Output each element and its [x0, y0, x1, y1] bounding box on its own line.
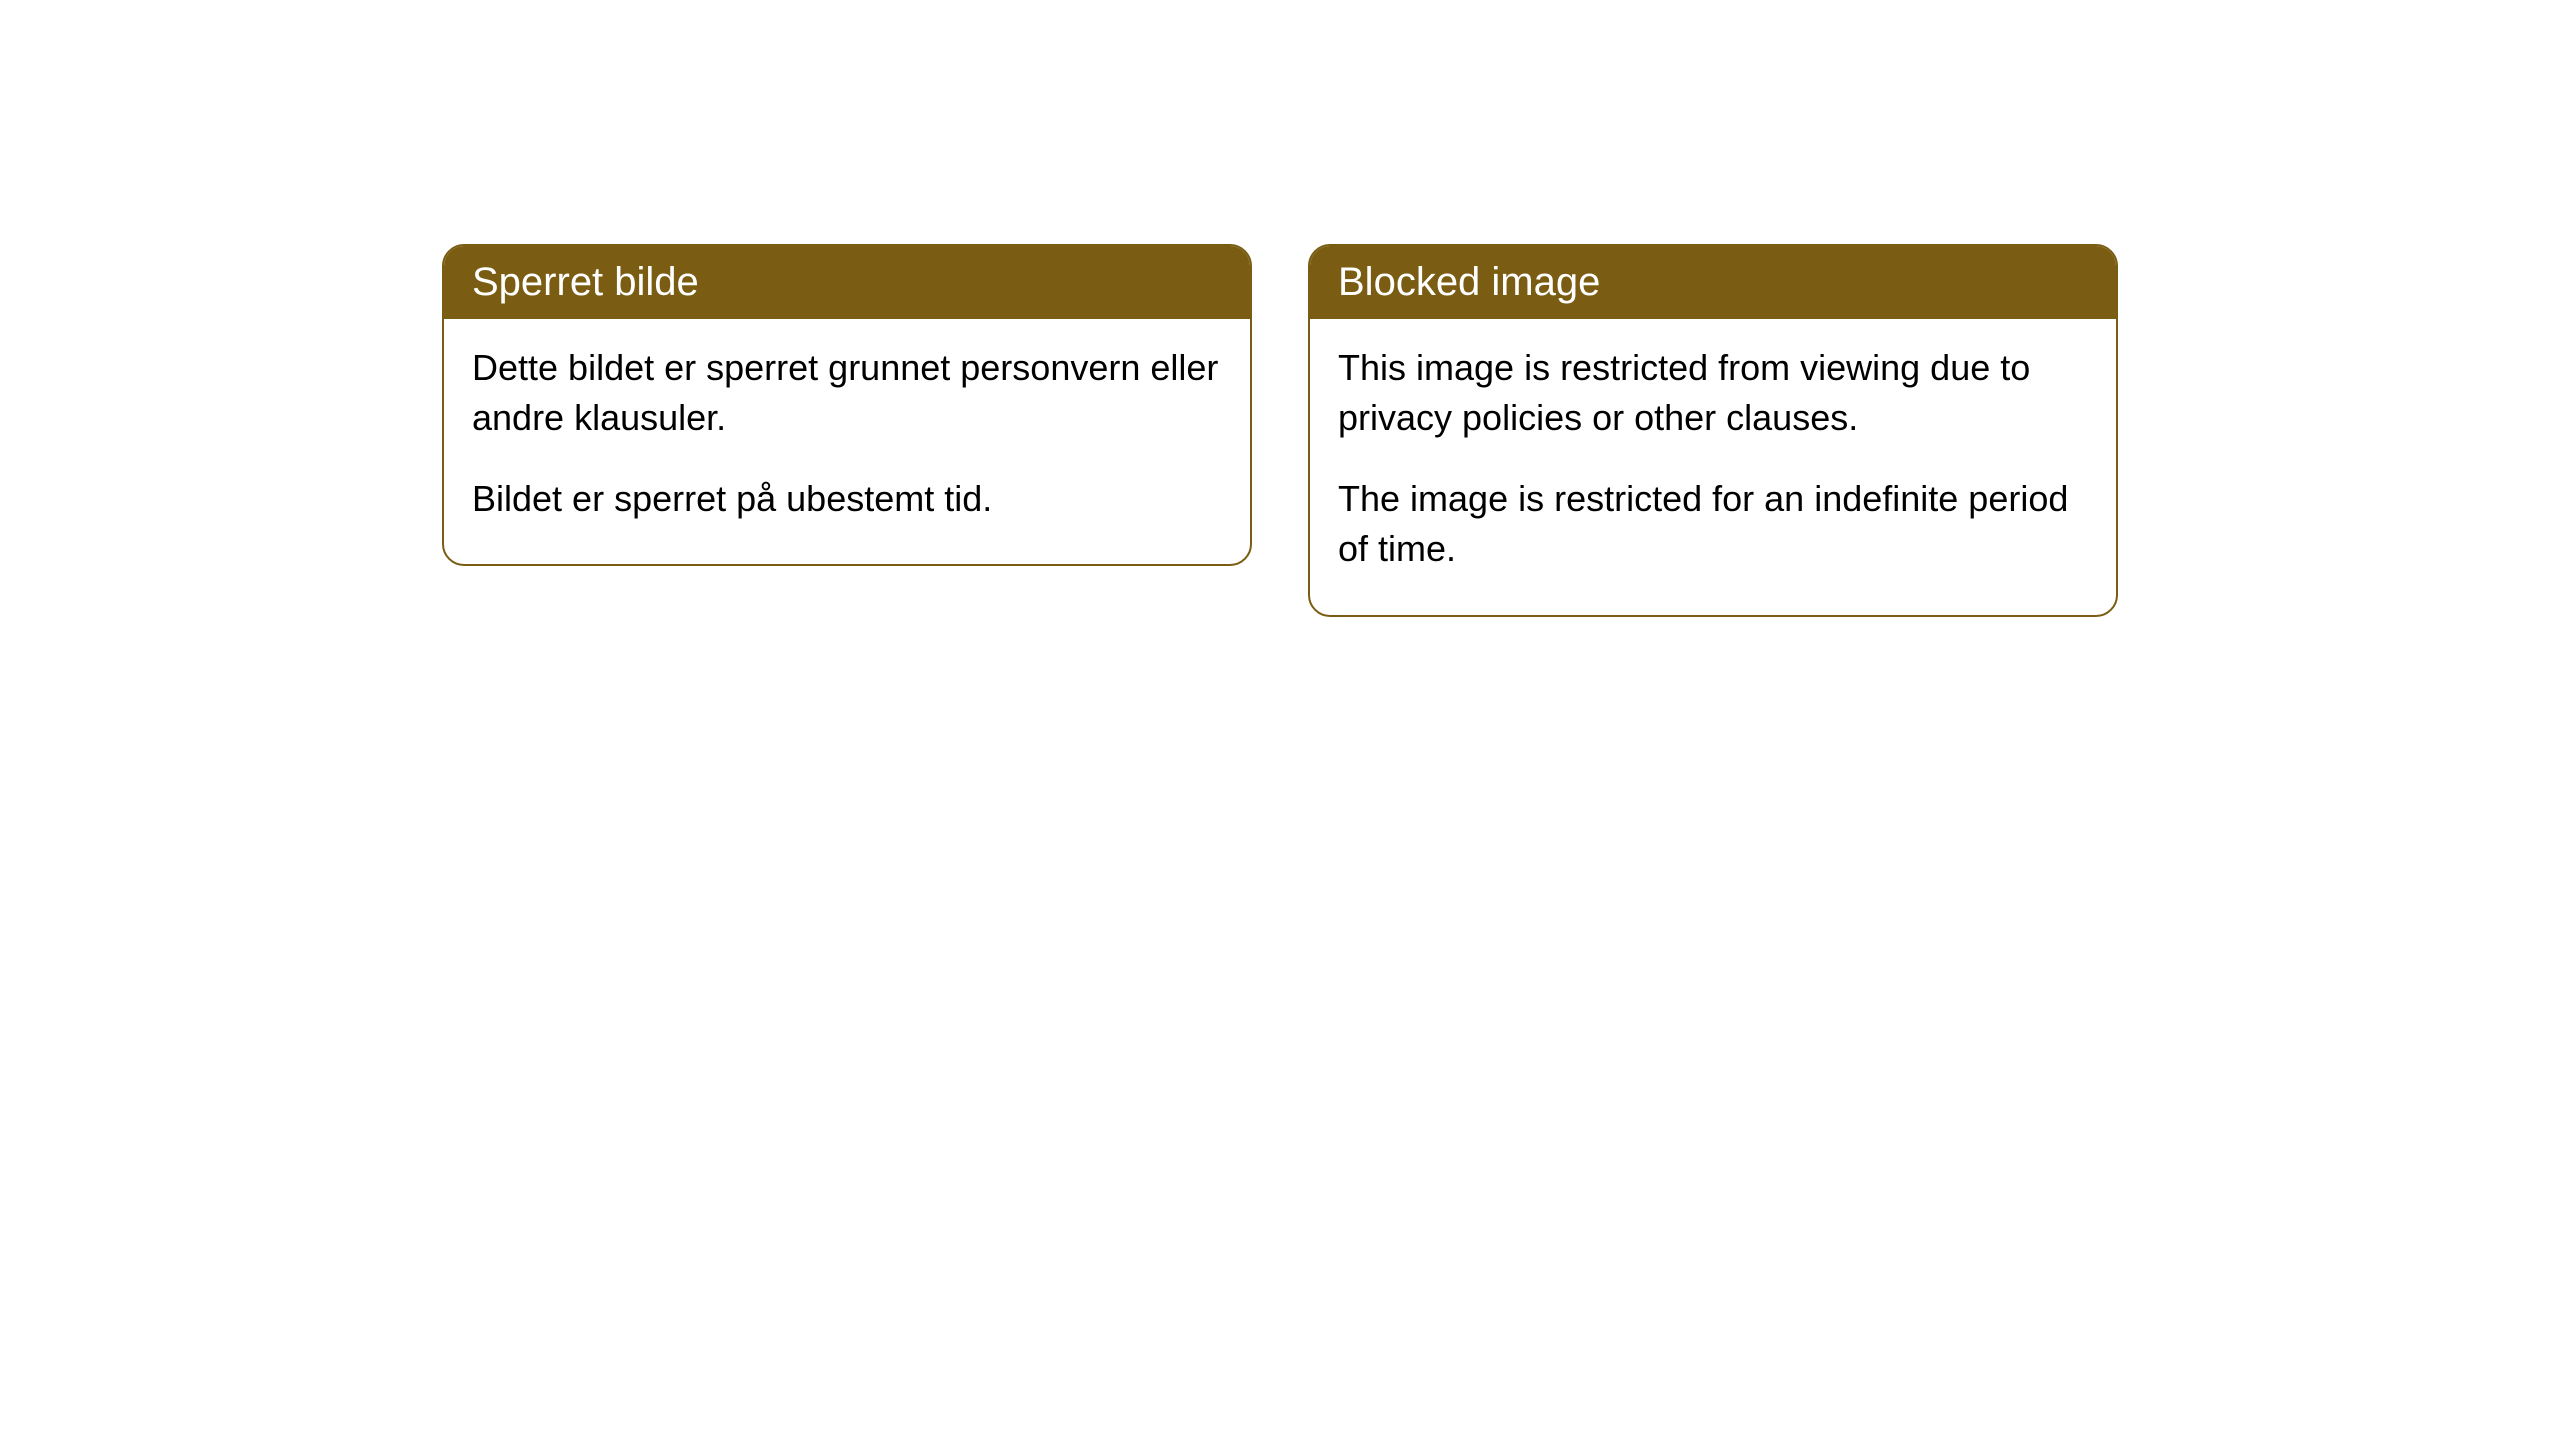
card-paragraph-1-english: This image is restricted from viewing du… — [1338, 343, 2088, 444]
card-title-english: Blocked image — [1338, 260, 1600, 304]
card-header-english: Blocked image — [1310, 246, 2116, 319]
blocked-image-card-norwegian: Sperret bilde Dette bildet er sperret gr… — [442, 244, 1252, 566]
cards-container: Sperret bilde Dette bildet er sperret gr… — [442, 244, 2118, 1440]
card-body-english: This image is restricted from viewing du… — [1310, 319, 2116, 615]
card-header-norwegian: Sperret bilde — [444, 246, 1250, 319]
card-paragraph-2-english: The image is restricted for an indefinit… — [1338, 474, 2088, 575]
blocked-image-card-english: Blocked image This image is restricted f… — [1308, 244, 2118, 617]
card-paragraph-1-norwegian: Dette bildet er sperret grunnet personve… — [472, 343, 1222, 444]
card-paragraph-2-norwegian: Bildet er sperret på ubestemt tid. — [472, 474, 1222, 524]
card-body-norwegian: Dette bildet er sperret grunnet personve… — [444, 319, 1250, 564]
card-title-norwegian: Sperret bilde — [472, 260, 699, 304]
